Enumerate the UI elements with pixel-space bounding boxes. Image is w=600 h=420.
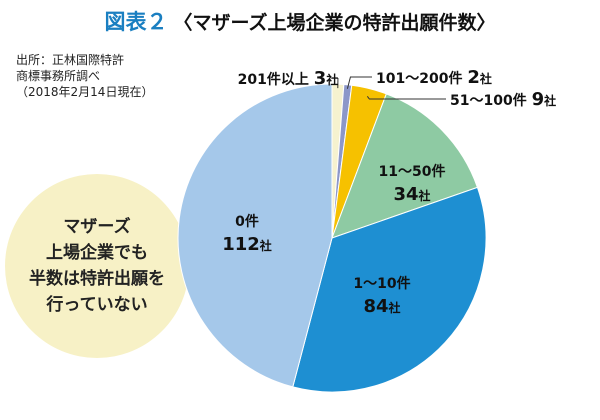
callout-line: 半数は特許出願を	[29, 268, 165, 289]
chart-title: 図表２ 〈マザーズ上場企業の特許出願件数〉	[0, 4, 600, 38]
source-line-3: （2018年2月14日現在）	[16, 85, 154, 99]
slice-label-0-value: 112社	[222, 234, 272, 255]
figure-number: 図表２	[104, 10, 168, 34]
callout-line: 行っていない	[45, 294, 147, 315]
slice-label-1-10-value: 84社	[363, 296, 400, 317]
slice-label-1-10-category: 1〜10件	[353, 275, 410, 292]
slice-label-0-category: 0件	[235, 213, 259, 230]
leader-line	[346, 76, 372, 89]
slice-label-201-plus: 201件以上 3社	[238, 68, 339, 89]
pie-slice	[292, 186, 487, 393]
callout-circle	[5, 174, 189, 358]
leader-line	[366, 96, 446, 100]
figure-title: 〈マザーズ上場企業の特許出願件数〉	[173, 11, 496, 34]
slice-label-51-100: 51〜100件 9社	[450, 89, 556, 110]
source-line-1: 出所：正林国際特許	[16, 53, 125, 67]
slice-label-11-50-category: 11〜50件	[379, 163, 446, 180]
callout-line: マザーズ	[63, 216, 130, 237]
slice-label-11-50-value: 34社	[393, 184, 430, 205]
slice-label-101-200: 101〜200件 2社	[376, 67, 492, 88]
pie-slice	[331, 93, 479, 239]
pie-slice	[177, 83, 333, 388]
source-note: 出所：正林国際特許 商標事務所調べ （2018年2月14日現在）	[16, 52, 166, 100]
callout-line: 上場企業でも	[46, 242, 148, 263]
source-line-2: 商標事務所調べ	[16, 69, 101, 83]
